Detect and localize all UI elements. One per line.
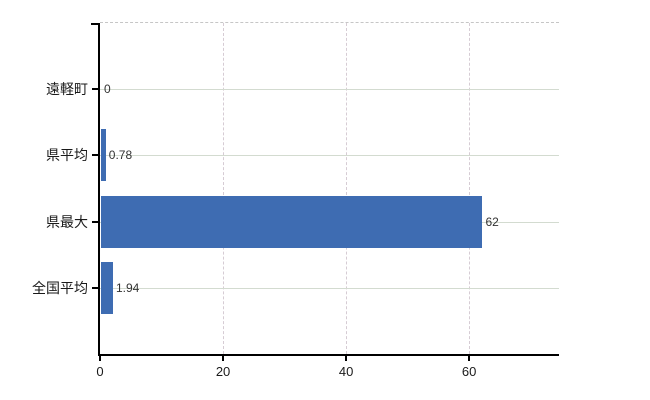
y-tick	[92, 88, 98, 91]
y-axis-top-tick	[91, 23, 98, 25]
y-tick	[92, 286, 98, 289]
bar	[101, 195, 483, 248]
bar	[101, 261, 113, 314]
value-label: 0	[104, 82, 111, 97]
value-label: 1.94	[115, 280, 140, 295]
category-label: 全国平均	[32, 279, 88, 296]
gridline-h	[100, 155, 559, 157]
gridline-v	[223, 23, 225, 354]
x-tick-label: 40	[338, 364, 354, 379]
gridline-v	[346, 23, 348, 354]
bar	[101, 129, 106, 182]
category-label: 遠軽町	[46, 81, 88, 98]
x-axis-line	[98, 354, 559, 356]
gridline-h	[100, 287, 559, 289]
x-tick-label: 0	[96, 364, 104, 379]
category-label: 県平均	[46, 147, 88, 164]
x-tick-label: 60	[461, 364, 477, 379]
x-tick	[345, 356, 348, 361]
x-tick	[222, 356, 225, 361]
value-label: 62	[485, 214, 499, 229]
y-tick	[92, 220, 98, 223]
x-tick-label: 20	[215, 364, 231, 379]
y-tick	[92, 154, 98, 157]
x-tick	[99, 356, 101, 361]
category-label: 県最大	[46, 213, 88, 230]
x-tick	[468, 356, 471, 361]
plot-top-border	[100, 22, 559, 23]
gridline-h	[100, 89, 559, 91]
y-axis-line	[98, 23, 100, 354]
gridline-v	[469, 23, 471, 354]
value-label: 0.78	[108, 148, 133, 163]
